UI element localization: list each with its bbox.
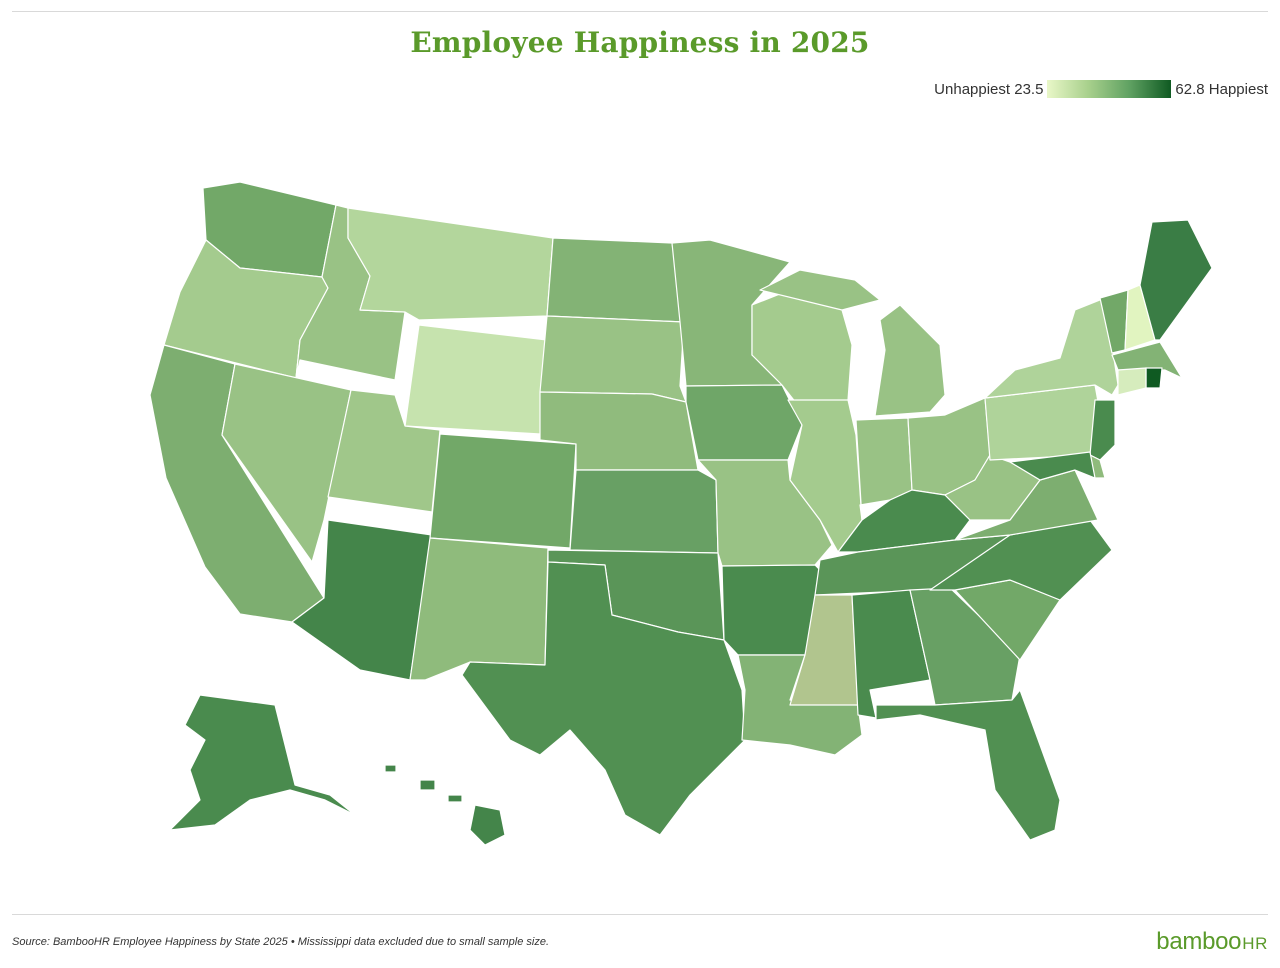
- state-ks[interactable]: [569, 469, 719, 554]
- state-ct[interactable]: [1117, 367, 1147, 396]
- bamboohr-logo: bamboo HR: [1156, 928, 1268, 956]
- state-md[interactable]: [1009, 451, 1096, 481]
- state-ny[interactable]: [984, 297, 1119, 399]
- color-legend: Unhappiest 23.5 62.8 Happiest: [934, 80, 1268, 98]
- state-ut[interactable]: [327, 389, 441, 513]
- logo-suffix: HR: [1242, 934, 1268, 953]
- state-ak[interactable]: [169, 694, 356, 831]
- chart-title: Employee Happiness in 2025: [410, 26, 870, 59]
- source-note: Source: BambooHR Employee Happiness by S…: [12, 936, 550, 948]
- state-fl[interactable]: [875, 689, 1061, 841]
- state-nm[interactable]: [409, 537, 549, 681]
- state-tx[interactable]: [461, 561, 746, 836]
- state-nd[interactable]: [546, 237, 685, 323]
- state-ri[interactable]: [1145, 367, 1163, 389]
- state-nv[interactable]: [221, 363, 352, 563]
- state-co[interactable]: [429, 433, 577, 549]
- state-mi[interactable]: [759, 269, 946, 417]
- state-me[interactable]: [1139, 219, 1213, 341]
- logo-wordmark: bamboo: [1156, 928, 1242, 955]
- legend-min-label: Unhappiest 23.5: [934, 80, 1044, 98]
- bottom-divider: [12, 914, 1268, 915]
- state-mt[interactable]: [347, 207, 554, 321]
- legend-max-label: 62.8 Happiest: [1175, 80, 1268, 98]
- state-nj[interactable]: [1089, 399, 1116, 461]
- legend-gradient-bar: [1047, 80, 1172, 98]
- state-mo[interactable]: [697, 459, 833, 567]
- state-ms[interactable]: [789, 594, 859, 706]
- top-divider: [12, 11, 1268, 12]
- state-hi[interactable]: [384, 764, 506, 846]
- state-wy[interactable]: [404, 324, 548, 435]
- state-sd[interactable]: [539, 315, 687, 403]
- state-ia[interactable]: [685, 384, 803, 461]
